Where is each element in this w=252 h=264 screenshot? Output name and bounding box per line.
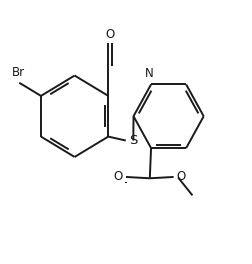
Text: O: O (105, 28, 114, 41)
Text: N: N (145, 68, 153, 81)
Text: O: O (114, 171, 123, 183)
Text: O: O (176, 171, 185, 183)
Text: Br: Br (12, 67, 25, 79)
Text: S: S (129, 134, 137, 147)
